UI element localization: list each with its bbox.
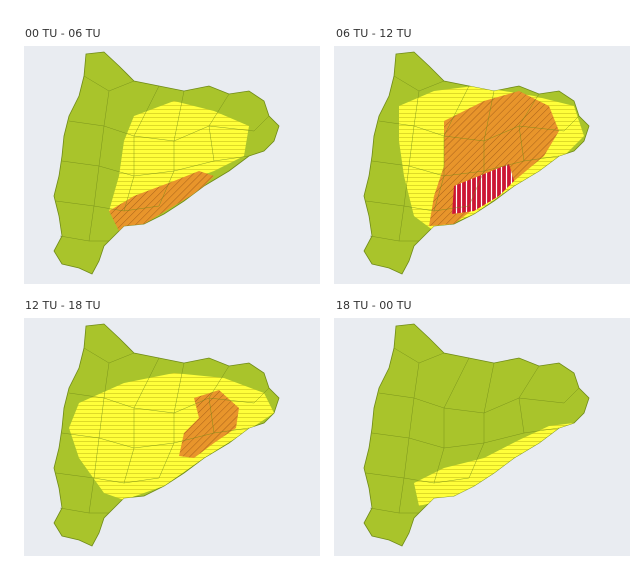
panel-label: 12 TU - 18 TU [25,299,101,312]
panel-label: 18 TU - 00 TU [336,299,412,312]
yellow-warning [109,101,249,211]
map-panel [334,318,630,556]
orange-warning [109,171,214,231]
yellow-warning [414,423,574,506]
map-panel [24,46,320,284]
map-panel [334,46,630,284]
map-panel [24,318,320,556]
panel-label: 00 TU - 06 TU [25,27,101,40]
red-warning [452,164,514,214]
panel-label: 06 TU - 12 TU [336,27,412,40]
orange-warning [179,390,239,458]
